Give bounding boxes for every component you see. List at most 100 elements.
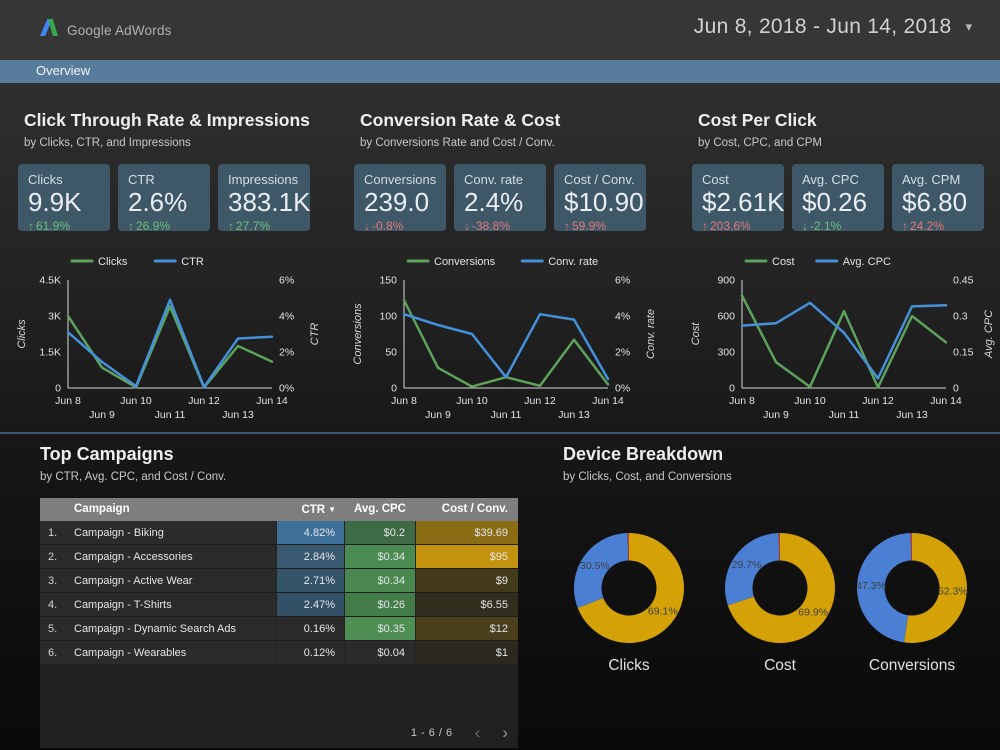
scorecard-row: Conversions 239.0 ↓ -0.8% Conv. rate 2.4%… — [354, 164, 646, 233]
scorecard-label: Impressions — [228, 172, 299, 187]
trend-arrow-icon: ↓ — [802, 218, 808, 233]
cost-conv-cell: $12 — [415, 617, 518, 640]
cost-conv-cell: $6.55 — [415, 593, 518, 616]
scorecard-value: $6.80 — [902, 187, 968, 217]
ctr-cell: 2.84% — [276, 545, 344, 568]
series-line — [66, 305, 274, 389]
series-line — [740, 301, 948, 380]
clicks-donut-chart[interactable]: 69.1% 30.5% Clicks — [569, 530, 689, 675]
right-tick-label: 0.15 — [953, 347, 974, 359]
table-row[interactable]: 6. Campaign - Wearables 0.12% $0.04 $1 — [40, 641, 518, 665]
pagination-next-icon[interactable]: › — [502, 723, 508, 742]
x-tick-label: Jun 10 — [794, 395, 826, 407]
column-header-campaign[interactable]: Campaign — [74, 503, 130, 515]
legend-label: Avg. CPC — [843, 256, 891, 268]
right-axis-title: Conv. rate — [645, 309, 657, 359]
right-axis-title: CTR — [309, 323, 321, 346]
column-header-ctr[interactable]: CTR ▼ — [301, 504, 336, 516]
x-tick-label: Jun 8 — [55, 395, 81, 407]
date-range-label: Jun 8, 2018 - Jun 14, 2018 — [693, 15, 952, 38]
scorecard-impressions: Impressions 383.1K ↑ 27.7% — [218, 164, 310, 233]
conversions-donut-chart[interactable]: 52.3% 47.3% Conversions — [852, 530, 972, 675]
delta-value: 59.9% — [572, 218, 607, 233]
table-row[interactable]: 4. Campaign - T-Shirts 2.47% $0.26 $6.55 — [40, 593, 518, 617]
left-axis-title: Clicks — [16, 319, 28, 349]
avg-cpc-cell: $0.35 — [344, 617, 415, 640]
series-line — [740, 294, 948, 389]
scorecard-label: Conversions — [364, 172, 436, 187]
avg-cpc-cell: $0.34 — [344, 569, 415, 592]
campaign-name: Campaign - Accessories — [74, 551, 193, 563]
table-row[interactable]: 5. Campaign - Dynamic Search Ads 0.16% $0.3… — [40, 617, 518, 641]
device-breakdown-conversions-svg: 52.3% 47.3% — [856, 533, 968, 643]
legend-label: CTR — [181, 256, 204, 268]
x-tick-label: Jun 12 — [862, 395, 894, 407]
table-row[interactable]: 1. Campaign - Biking 4.82% $0.2 $39.69 — [40, 521, 518, 545]
x-tick-label: Jun 9 — [425, 409, 451, 421]
slice-percent-label: 52.3% — [938, 586, 968, 598]
ctr-cell: 0.12% — [276, 641, 344, 664]
right-tick-label: 0.45 — [953, 275, 974, 287]
avg-cpc-cell: $0.04 — [344, 641, 415, 664]
clicks-ctr-line-chart: Clicks CTR 0 1.5K 3K 4.5K 0% 2% 4% 6% Jun 8 Jun 9 Ju… — [12, 250, 346, 430]
rank-column-spacer — [40, 498, 74, 521]
scorecard-value: $2.61K — [702, 187, 785, 217]
table-row[interactable]: 3. Campaign - Active Wear 2.71% $0.34 $9 — [40, 569, 518, 593]
scorecard-delta: ↑ 61.9% — [28, 219, 100, 233]
left-axis-title: Conversions — [352, 303, 364, 365]
avg-cpc-cell: $0.26 — [344, 593, 415, 616]
brand-label: Google AdWords — [67, 22, 172, 38]
column-header-avg-cpc[interactable]: Avg. CPC — [354, 503, 406, 515]
right-tick-label: 0% — [615, 383, 630, 395]
x-tick-label: Jun 11 — [829, 409, 860, 421]
ctr-cell: 2.47% — [276, 593, 344, 616]
conversions-rate-trend-svg: Conversions Conv. rate 0 50 100 150 0% 2% 4% 6% Ju… — [352, 256, 657, 421]
scorecard-value: 2.6% — [128, 187, 188, 217]
section-subtitle: by Clicks, CTR, and Impressions — [24, 137, 191, 149]
cost-conv-cell: $39.69 — [415, 521, 518, 544]
donut-slice — [627, 533, 629, 561]
left-tick-label: 4.5K — [39, 275, 61, 287]
row-rank: 5. — [48, 623, 58, 635]
scorecard-ctr: CTR 2.6% ↑ 26.9% — [118, 164, 210, 233]
scorecard-avg-cpc: Avg. CPC $0.26 ↓ -2.1% — [792, 164, 884, 233]
pagination-label: 1 - 6 / 6 — [410, 726, 453, 739]
right-tick-label: 2% — [615, 347, 630, 359]
tab-overview[interactable]: Overview — [36, 63, 91, 78]
section-divider — [0, 432, 1000, 434]
section-subtitle: by Conversions Rate and Cost / Conv. — [360, 137, 555, 149]
scorecard-clicks: Clicks 9.9K ↑ 61.9% — [18, 164, 110, 233]
row-rank: 4. — [48, 599, 58, 611]
section-title: Conversion Rate & Cost — [360, 110, 561, 130]
scorecard-cost-per-conv: Cost / Conv. $10.90 ↑ 59.9% — [554, 164, 646, 233]
cost-conv-cell: $9 — [415, 569, 518, 592]
column-header-cost-conv[interactable]: Cost / Conv. — [441, 503, 508, 515]
cost-donut-chart[interactable]: 69.9% 29.7% Cost — [720, 530, 840, 675]
device-breakdown-subtitle: by Clicks, Cost, and Conversions — [563, 471, 732, 483]
delta-value: 24.2% — [910, 218, 945, 233]
donut-slice — [725, 533, 780, 606]
donut-slice — [577, 533, 685, 643]
donut-title: Conversions — [868, 657, 956, 674]
left-axis-title: Cost — [690, 322, 702, 346]
right-tick-label: 0 — [953, 383, 959, 395]
legend-label: Clicks — [98, 256, 128, 268]
device-breakdown-title: Device Breakdown — [563, 444, 724, 464]
table-row[interactable]: 2. Campaign - Accessories 2.84% $0.34 $95 — [40, 545, 518, 569]
x-tick-label: Jun 14 — [256, 395, 288, 407]
x-tick-label: Jun 14 — [930, 395, 962, 407]
x-tick-label: Jun 13 — [558, 409, 590, 421]
donut-slice — [910, 533, 912, 561]
x-tick-label: Jun 11 — [491, 409, 522, 421]
scorecard-value: $10.90 — [564, 187, 644, 217]
left-tick-label: 100 — [379, 311, 397, 323]
slice-percent-label: 30.5% — [580, 560, 610, 572]
table-pagination: 1 - 6 / 6 ‹ › — [411, 724, 508, 741]
x-tick-label: Jun 12 — [188, 395, 220, 407]
right-tick-label: 4% — [279, 311, 294, 323]
date-range-selector[interactable]: Jun 8, 2018 - Jun 14, 2018 ▾ — [694, 15, 972, 39]
clicks-ctr-trend-svg: Clicks CTR 0 1.5K 3K 4.5K 0% 2% 4% 6% Jun 8 Jun 9 Ju… — [16, 256, 321, 421]
delta-value: -0.8% — [372, 218, 404, 233]
pagination-prev-icon[interactable]: ‹ — [474, 723, 481, 742]
delta-value: 203.6% — [710, 218, 751, 233]
